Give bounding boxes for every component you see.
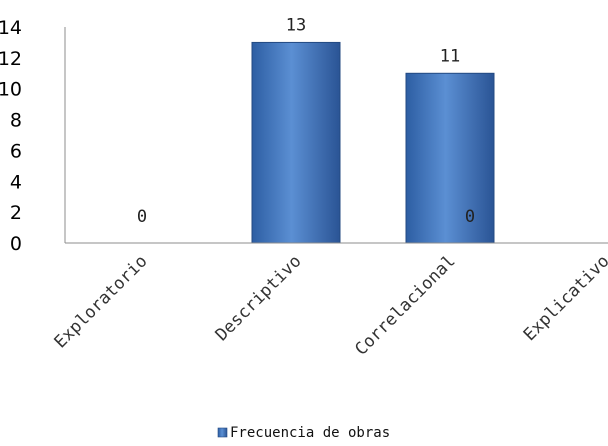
y-tick-label: 12 bbox=[0, 48, 22, 70]
data-label: 13 bbox=[286, 15, 306, 35]
category-label: Correlacional bbox=[351, 251, 459, 359]
legend-label: Frecuencia de obras bbox=[230, 425, 390, 441]
y-tick-label: 6 bbox=[10, 140, 22, 162]
y-tick-label: 0 bbox=[10, 233, 22, 255]
y-tick-label: 10 bbox=[0, 79, 22, 101]
data-labels: 0 13 11 0 bbox=[137, 15, 475, 227]
category-label: Exploratorio bbox=[51, 251, 152, 352]
y-tick-label: 2 bbox=[10, 202, 22, 224]
data-label: 11 bbox=[440, 46, 460, 66]
category-label: Explicativo bbox=[520, 251, 608, 345]
category-labels: Exploratorio Descriptivo Correlacional Expl… bbox=[51, 251, 608, 359]
data-label: 0 bbox=[465, 207, 475, 227]
y-axis-ticks: 0 2 4 6 8 10 12 14 bbox=[0, 17, 22, 255]
y-tick-label: 8 bbox=[10, 110, 22, 132]
legend: Frecuencia de obras bbox=[217, 425, 390, 441]
bar bbox=[251, 41, 341, 244]
category-label: Descriptivo bbox=[212, 251, 306, 345]
y-tick-label: 14 bbox=[0, 17, 22, 39]
legend-swatch bbox=[217, 427, 228, 438]
data-label: 0 bbox=[137, 207, 147, 227]
y-tick-label: 4 bbox=[10, 171, 22, 193]
bar bbox=[405, 72, 495, 244]
bars bbox=[251, 41, 495, 244]
